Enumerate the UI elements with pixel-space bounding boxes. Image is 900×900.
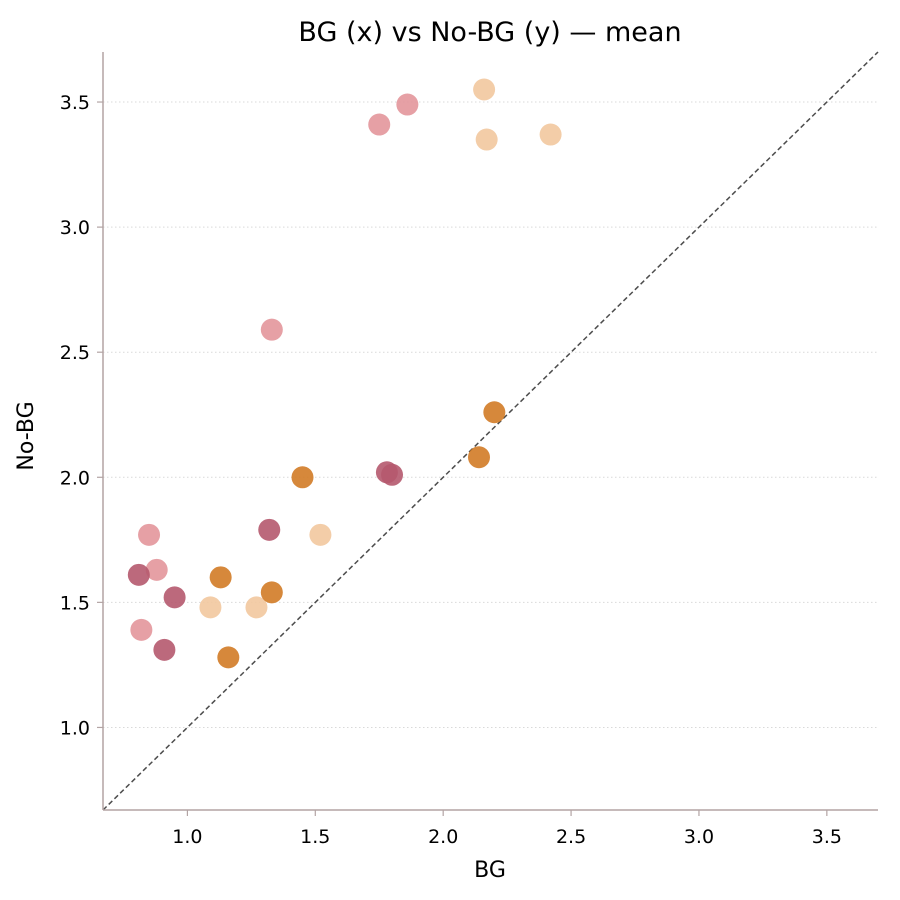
x-tick-label-4: 3.0	[684, 826, 714, 848]
y-tick-label-3: 2.5	[60, 342, 90, 364]
data-point-s1-0	[473, 78, 496, 101]
data-point-s2-1	[381, 463, 404, 486]
data-point-s3-4	[260, 581, 283, 604]
x-tick-label-5: 3.5	[812, 826, 842, 848]
data-point-s2-3	[127, 563, 150, 586]
data-point-s1-4	[199, 596, 222, 619]
data-point-s2-5	[153, 638, 176, 661]
grid-lines	[103, 101, 878, 728]
data-point-s0-4	[145, 558, 168, 581]
y-tick-label-2: 2.0	[60, 467, 90, 489]
x-tick-label-0: 1.0	[172, 826, 202, 848]
data-point-s1-2	[539, 123, 562, 146]
y-ticks: 1.0 1.5 2.0 2.5 3.0 3.5	[60, 92, 103, 739]
y-tick-label-1: 1.5	[60, 592, 90, 614]
data-point-s0-5	[130, 618, 153, 641]
identity-reference-line	[102, 51, 879, 811]
data-point-s0-3	[138, 523, 161, 546]
data-point-s1-5	[245, 596, 268, 619]
x-tick-label-3: 2.5	[556, 826, 586, 848]
data-points	[127, 78, 562, 669]
y-tick-label-4: 3.0	[60, 217, 90, 239]
y-tick-label-0: 1.0	[60, 717, 90, 739]
x-axis-label: BG	[474, 858, 506, 883]
data-point-s1-3	[309, 523, 332, 546]
x-ticks: 1.0 1.5 2.0 2.5 3.0 3.5	[172, 810, 842, 848]
data-point-s0-2	[260, 318, 283, 341]
data-point-s0-0	[368, 113, 391, 136]
y-axis-label: No-BG	[14, 401, 39, 470]
data-point-s3-5	[217, 646, 240, 669]
data-point-s2-2	[258, 518, 281, 541]
data-point-s3-2	[291, 466, 314, 489]
chart-title: BG (x) vs No-BG (y) — mean	[298, 17, 681, 48]
x-tick-label-1: 1.5	[300, 826, 330, 848]
data-point-s1-1	[475, 128, 498, 151]
y-tick-label-5: 3.5	[60, 92, 90, 114]
data-point-s0-1	[396, 93, 419, 116]
data-point-s2-4	[163, 586, 186, 609]
x-tick-label-2: 2.0	[428, 826, 458, 848]
data-point-s3-1	[467, 446, 490, 469]
data-point-s3-3	[209, 566, 232, 589]
data-point-s3-0	[483, 401, 506, 424]
